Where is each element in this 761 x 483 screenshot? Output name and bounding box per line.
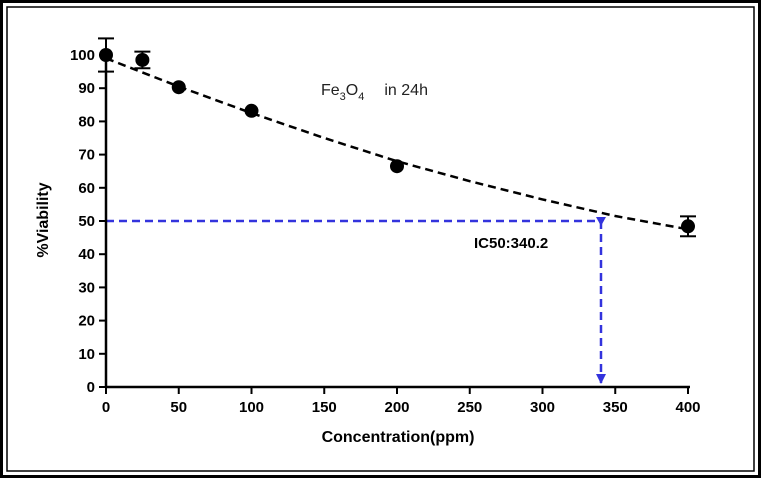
data-point bbox=[390, 159, 404, 174]
y-tick-label: 60 bbox=[78, 180, 95, 197]
data-point bbox=[135, 52, 150, 67]
x-tick-label: 300 bbox=[530, 399, 555, 416]
inner-border bbox=[6, 6, 755, 472]
y-axis-title: %Viability bbox=[35, 182, 52, 257]
y-tick-label: 30 bbox=[78, 279, 95, 296]
y-tick-label: 80 bbox=[78, 113, 95, 130]
x-tick-label: 150 bbox=[312, 399, 337, 416]
y-tick-label: 90 bbox=[78, 80, 95, 97]
x-axis-title: Concentration(ppm) bbox=[322, 429, 475, 446]
x-tick-label: 200 bbox=[384, 399, 409, 416]
data-point bbox=[681, 219, 695, 234]
y-tick-label: 40 bbox=[78, 246, 95, 263]
x-tick-label: 350 bbox=[603, 399, 628, 416]
x-tick-label: 100 bbox=[239, 399, 264, 416]
data-point bbox=[99, 48, 113, 62]
y-tick-label: 100 bbox=[70, 47, 95, 64]
x-tick-label: 250 bbox=[457, 399, 482, 416]
fit-curve bbox=[105, 57, 689, 231]
x-tick-label: 50 bbox=[170, 399, 187, 416]
ic50-label: IC50:340.2 bbox=[474, 235, 548, 252]
chart-annotation: Fe3O4 in 24h bbox=[321, 82, 428, 103]
y-tick-label: 10 bbox=[78, 346, 95, 363]
data-point bbox=[244, 103, 259, 118]
x-tick-label: 400 bbox=[675, 399, 700, 416]
x-tick-label: 0 bbox=[102, 399, 110, 416]
y-tick-label: 50 bbox=[78, 213, 95, 230]
data-point bbox=[171, 80, 186, 95]
ic50-marker bbox=[595, 217, 606, 226]
y-tick-label: 70 bbox=[78, 147, 95, 164]
y-tick-label: 0 bbox=[87, 379, 95, 396]
y-tick-label: 20 bbox=[78, 313, 95, 330]
